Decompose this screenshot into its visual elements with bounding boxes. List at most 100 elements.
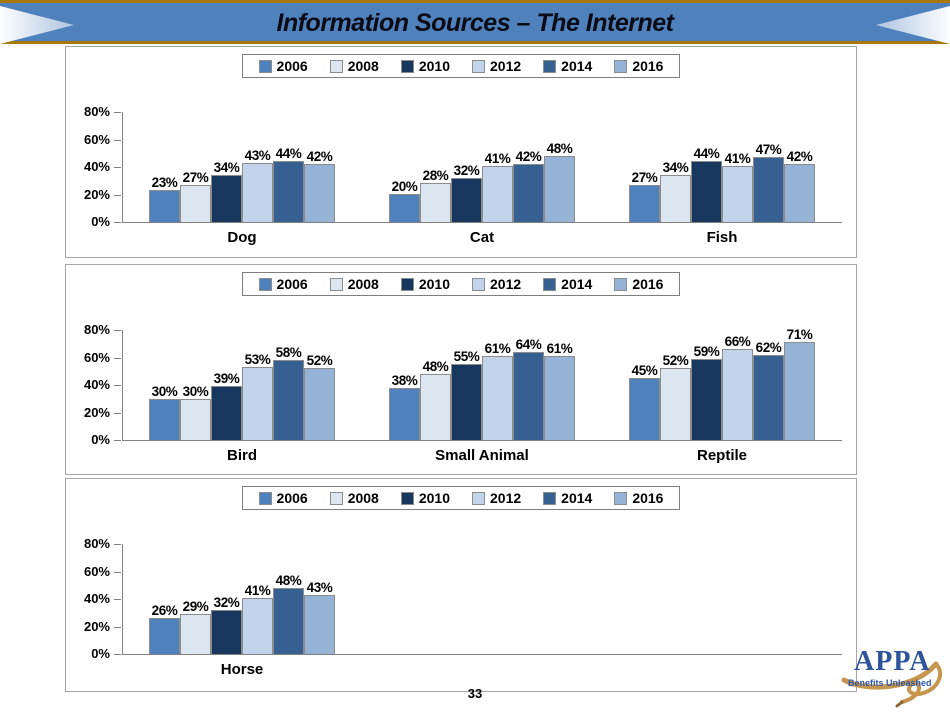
bar-2010-horse: 32% bbox=[211, 595, 242, 654]
legend-swatch-2016 bbox=[614, 491, 628, 505]
bar-group-horse: 26% 29% 32% 41% 48% 43% bbox=[149, 514, 335, 654]
y-tick-mark bbox=[114, 412, 121, 414]
legend-swatch-2010 bbox=[400, 491, 414, 505]
bar-value-label: 30% bbox=[182, 384, 209, 399]
bar-2016-reptile: 71% bbox=[784, 327, 815, 440]
bar-value-label: 29% bbox=[182, 599, 209, 614]
appa-logo: APPA Benefits Unleashed bbox=[840, 642, 948, 712]
legend-swatch-2016 bbox=[614, 59, 628, 73]
bar-2010-cat: 32% bbox=[451, 163, 482, 222]
appa-logo-tagline: Benefits Unleashed bbox=[848, 678, 932, 688]
y-tick-mark bbox=[114, 385, 121, 386]
y-tick-mark bbox=[114, 139, 121, 141]
category-label-dog: Dog bbox=[227, 229, 257, 246]
bar-value-label: 27% bbox=[182, 170, 209, 185]
legend-item-2010: 2010 bbox=[400, 276, 450, 292]
bar-value-label: 44% bbox=[275, 146, 302, 161]
y-tick-mark bbox=[114, 626, 121, 628]
y-tick-label: 20% bbox=[83, 186, 110, 202]
appa-logo-text: APPA bbox=[854, 646, 931, 677]
bar-group-cat: 20% 28% 32% 41% 42% 48% bbox=[389, 82, 575, 222]
legend-label: 2014 bbox=[561, 490, 593, 506]
bar-group-fish: 27% 34% 44% 41% 47% 42% bbox=[629, 82, 815, 222]
bar-2016-horse: 43% bbox=[304, 580, 335, 654]
bar-2010-reptile: 59% bbox=[691, 344, 722, 440]
legend-swatch-2008 bbox=[329, 277, 343, 291]
bar-value-label: 58% bbox=[275, 345, 302, 360]
bar-value-label: 43% bbox=[244, 148, 271, 163]
bar-group-small-animal: 38% 48% 55% 61% 64% 61% bbox=[389, 300, 575, 440]
legend-label: 2006 bbox=[276, 276, 308, 292]
y-tick-label: 20% bbox=[83, 404, 110, 420]
legend-item-2016: 2016 bbox=[614, 276, 663, 292]
bar-2010-fish: 44% bbox=[691, 146, 722, 222]
category-label-bird: Bird bbox=[227, 447, 257, 464]
legend-item-2008: 2008 bbox=[329, 58, 379, 74]
legend-label: 2008 bbox=[347, 58, 379, 74]
bar-2008-fish: 34% bbox=[660, 160, 691, 222]
bar-value-label: 64% bbox=[515, 337, 542, 352]
legend-label: 2010 bbox=[418, 58, 450, 74]
bar-2010-bird: 39% bbox=[211, 371, 242, 440]
y-tick-label: 40% bbox=[83, 377, 110, 392]
legend-label: 2016 bbox=[632, 490, 664, 506]
bar-2016-fish: 42% bbox=[784, 149, 815, 222]
legend-swatch-2008 bbox=[329, 491, 343, 505]
bar-2014-dog: 44% bbox=[273, 146, 304, 222]
legend-swatch-2006 bbox=[258, 277, 272, 291]
legend-label: 2012 bbox=[490, 276, 522, 292]
bar-2008-reptile: 52% bbox=[660, 353, 691, 440]
legend-swatch-2010 bbox=[400, 59, 414, 73]
legend-label: 2016 bbox=[632, 276, 664, 292]
bar-value-label: 48% bbox=[546, 141, 573, 156]
bar-2010-small-animal: 55% bbox=[451, 349, 482, 440]
bar-value-label: 53% bbox=[244, 352, 271, 367]
bar-value-label: 45% bbox=[631, 363, 658, 378]
legend-item-2012: 2012 bbox=[472, 58, 521, 74]
y-tick-label: 20% bbox=[83, 618, 110, 634]
vertical-axis-line bbox=[122, 112, 123, 222]
bar-value-label: 71% bbox=[786, 327, 813, 342]
bar-value-label: 39% bbox=[213, 371, 240, 386]
bar-2014-cat: 42% bbox=[513, 149, 544, 222]
legend-swatch-2012 bbox=[472, 491, 485, 505]
bar-value-label: 34% bbox=[213, 160, 240, 175]
bar-value-label: 55% bbox=[453, 349, 480, 364]
bar-2016-small-animal: 61% bbox=[544, 341, 575, 440]
bar-2014-fish: 47% bbox=[753, 142, 784, 222]
y-tick-label: 80% bbox=[83, 104, 110, 119]
legend-swatch-2012 bbox=[472, 59, 485, 73]
y-tick-mark bbox=[114, 112, 121, 113]
bar-group-reptile: 45% 52% 59% 66% 62% 71% bbox=[629, 300, 815, 440]
bar-2012-bird: 53% bbox=[242, 352, 273, 440]
bar-value-label: 61% bbox=[546, 341, 573, 356]
bar-value-label: 47% bbox=[755, 142, 782, 157]
legend-label: 2006 bbox=[276, 490, 308, 506]
chart-panel-horse: 2006 2008 2010 2012 2014 2016 80% 60% 40% 20% 0% 26… bbox=[65, 478, 857, 692]
bar-2012-fish: 41% bbox=[722, 151, 753, 222]
bar-2016-dog: 42% bbox=[304, 149, 335, 222]
legend-item-2008: 2008 bbox=[329, 276, 379, 292]
legend-label: 2008 bbox=[347, 490, 379, 506]
bar-2006-cat: 20% bbox=[389, 179, 420, 222]
y-axis: 80% 60% 40% 20% 0% bbox=[66, 300, 122, 447]
legend-swatch-2010 bbox=[400, 277, 414, 291]
legend: 2006 2008 2010 2012 2014 2016 bbox=[241, 272, 681, 296]
legend-item-2014: 2014 bbox=[543, 276, 592, 292]
category-label-reptile: Reptile bbox=[696, 447, 748, 464]
bar-2010-dog: 34% bbox=[211, 160, 242, 222]
bar-2016-cat: 48% bbox=[544, 141, 575, 222]
plot-area: 30% 30% 39% 53% 58% 52% 38% 48% 55% 61% 64% 61% 45% 5… bbox=[122, 300, 842, 441]
bar-group-dog: 23% 27% 34% 43% 44% 42% bbox=[149, 82, 335, 222]
legend-item-2006: 2006 bbox=[258, 58, 308, 74]
y-tick-label: 40% bbox=[83, 159, 110, 174]
bar-value-label: 32% bbox=[453, 163, 480, 178]
y-tick-mark bbox=[114, 544, 121, 545]
y-tick-label: 60% bbox=[83, 131, 110, 147]
legend: 2006 2008 2010 2012 2014 2016 bbox=[241, 486, 681, 510]
y-tick-mark bbox=[114, 330, 121, 331]
bar-2006-reptile: 45% bbox=[629, 363, 660, 440]
bar-value-label: 41% bbox=[724, 151, 751, 166]
legend-item-2016: 2016 bbox=[614, 58, 663, 74]
legend-item-2014: 2014 bbox=[543, 490, 592, 506]
